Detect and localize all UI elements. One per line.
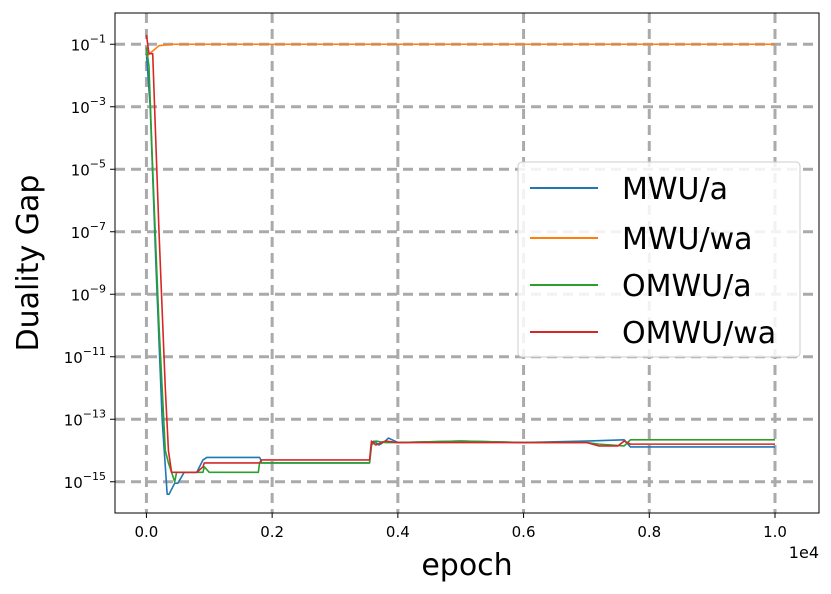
legend-label: OMWU/wa bbox=[622, 316, 776, 351]
legend-label: OMWU/a bbox=[622, 269, 752, 304]
legend-label: MWU/a bbox=[622, 172, 728, 207]
legend-box bbox=[517, 161, 801, 358]
x-axis-label: epoch bbox=[421, 548, 512, 583]
x-axis-offset-label: 1e4 bbox=[789, 543, 819, 562]
y-tick-label: 10−15 bbox=[64, 470, 106, 492]
x-tick-label: 0.4 bbox=[386, 523, 410, 541]
y-tick-label: 10−5 bbox=[71, 157, 106, 179]
series-lines bbox=[145, 34, 775, 495]
y-tick-label: 10−7 bbox=[71, 220, 106, 242]
legend: MWU/a MWU/wa OMWU/a OMWU/wa bbox=[517, 161, 801, 358]
y-tick-label: 10−1 bbox=[71, 32, 106, 54]
x-tick-label: 1.0 bbox=[763, 523, 787, 541]
series-line-3 bbox=[145, 34, 775, 474]
y-tick-label: 10−9 bbox=[71, 282, 106, 304]
x-tick-label: 0.0 bbox=[134, 523, 158, 541]
legend-label: MWU/wa bbox=[622, 222, 753, 257]
y-tick-label: 10−13 bbox=[64, 407, 106, 429]
y-axis-ticks: 10−15 10−13 10−11 10−9 10−7 10−5 10−3 10−1 bbox=[64, 32, 115, 492]
y-tick-label: 10−3 bbox=[71, 95, 106, 117]
y-axis-label: Duality Gap bbox=[11, 175, 46, 352]
plot-frame bbox=[114, 12, 820, 514]
series-line-1 bbox=[145, 43, 775, 58]
x-tick-label: 0.2 bbox=[260, 523, 284, 541]
x-tick-label: 0.6 bbox=[512, 523, 536, 541]
y-tick-label: 10−11 bbox=[64, 345, 106, 367]
x-axis-ticks: 0.0 0.2 0.4 0.6 0.8 1.0 bbox=[134, 513, 787, 541]
x-tick-label: 0.8 bbox=[637, 523, 661, 541]
